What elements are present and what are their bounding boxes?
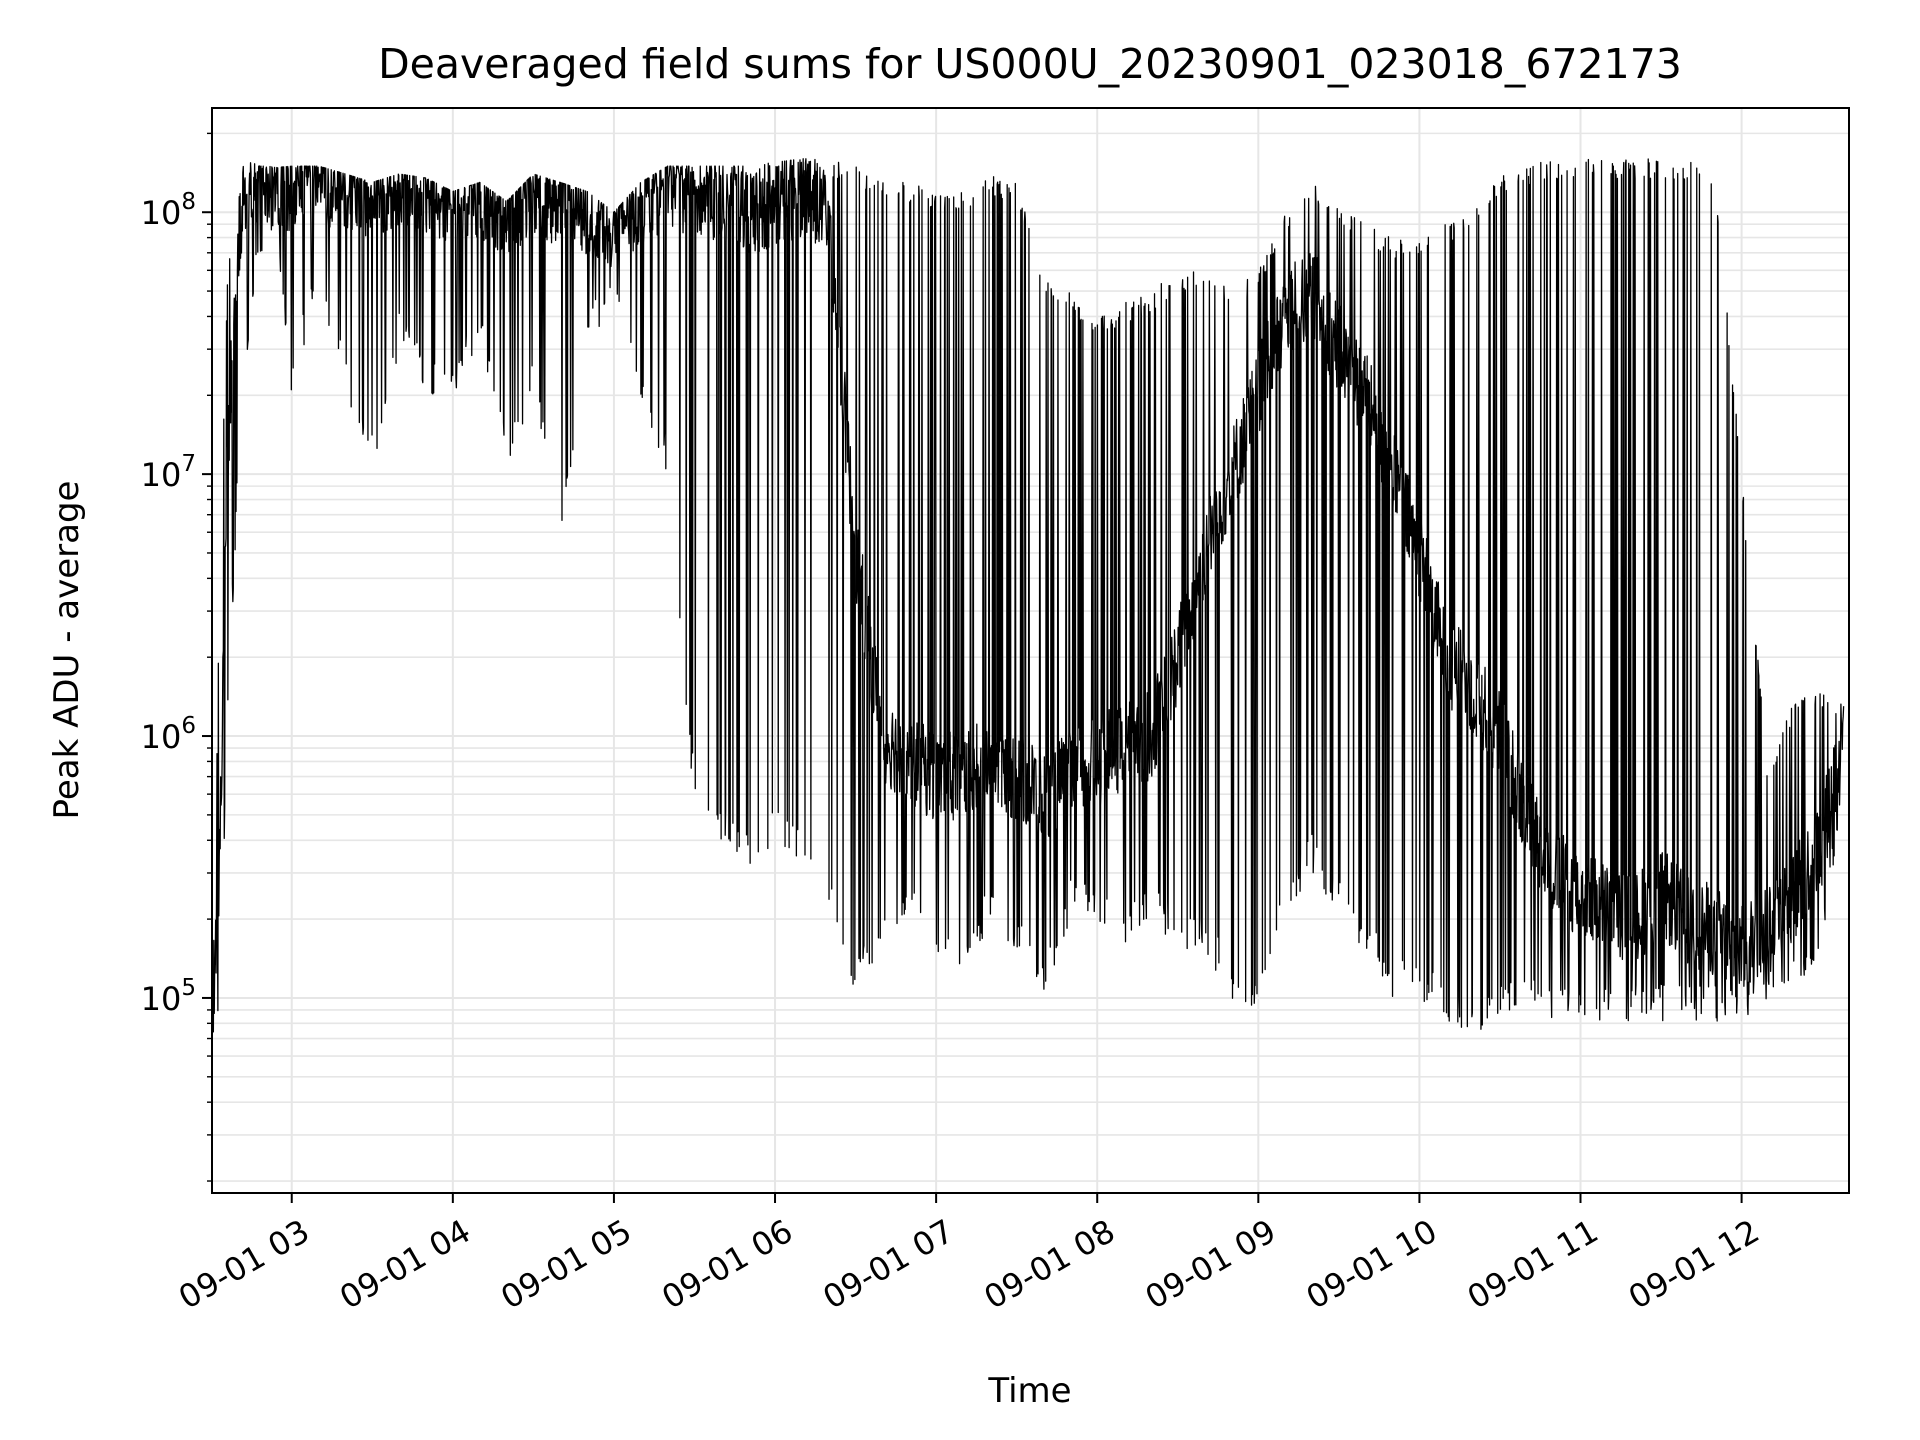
y-tick-label: 106 <box>141 713 196 756</box>
data-series <box>211 158 1845 1033</box>
y-axis-label: Peak ADU - average <box>47 481 87 820</box>
y-tick-label: 105 <box>141 975 196 1018</box>
y-tick-label: 108 <box>141 189 196 232</box>
y-tick-label: 107 <box>141 451 196 494</box>
chart-title: Deaveraged field sums for US000U_2023090… <box>378 40 1682 88</box>
series-line <box>211 158 1845 1033</box>
y-axis: 105 106 107 108 <box>141 132 212 1182</box>
x-axis-label: Time <box>987 1371 1071 1411</box>
plot-frame <box>211 107 1850 1194</box>
